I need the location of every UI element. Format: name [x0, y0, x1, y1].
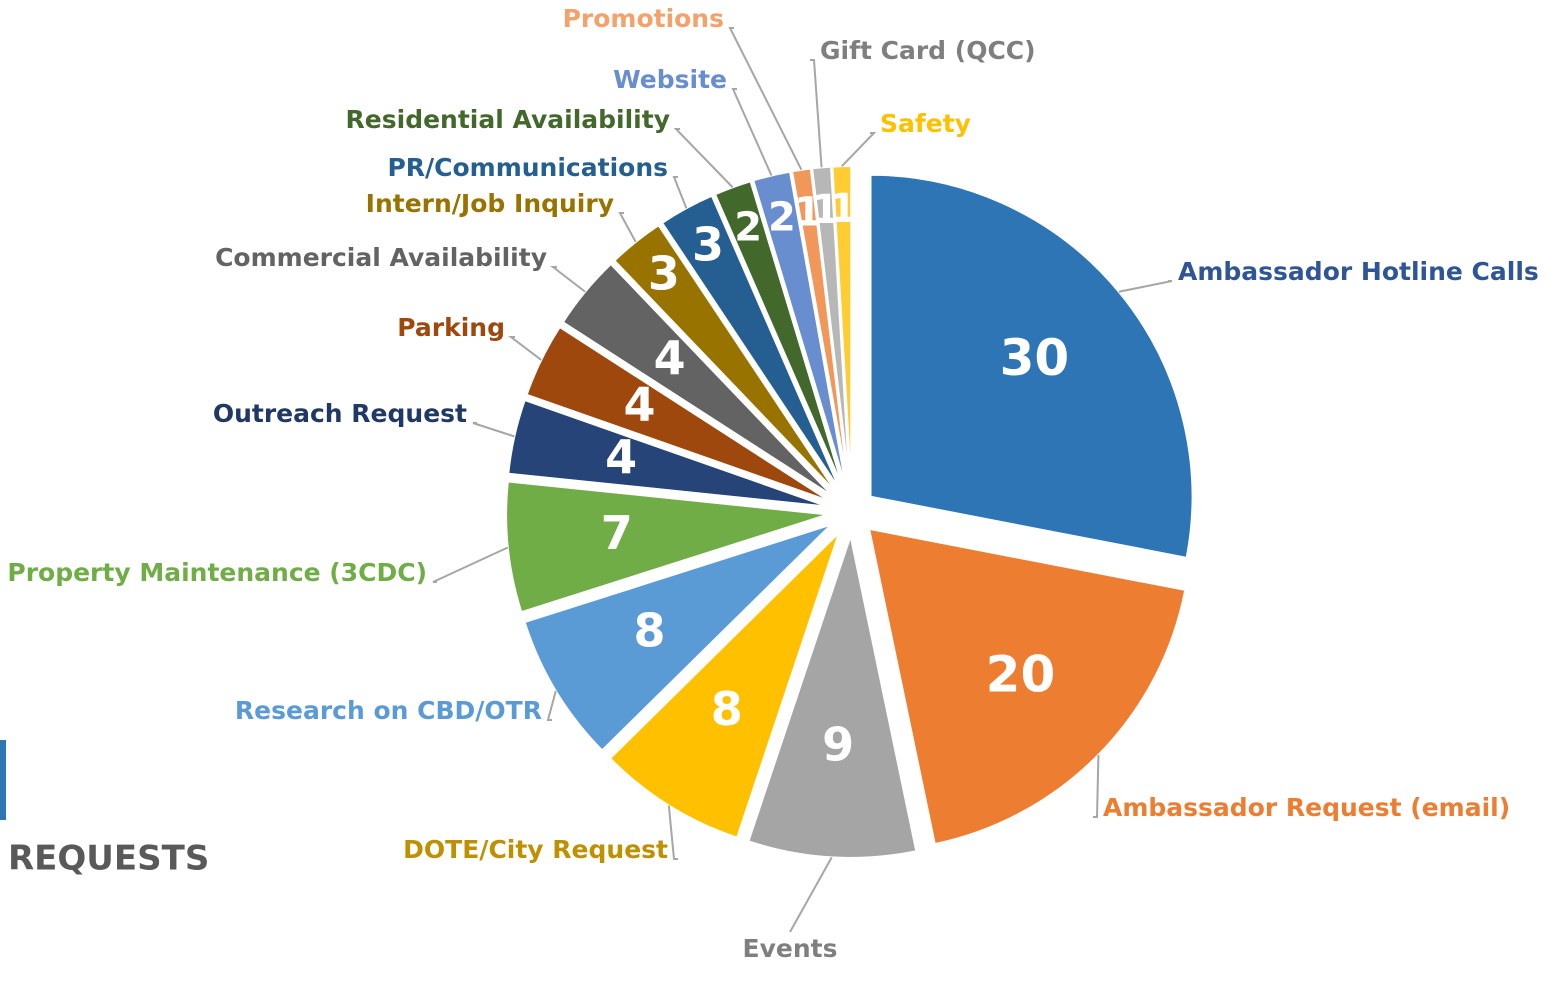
pie-slice	[751, 170, 848, 489]
leader-line	[667, 805, 678, 860]
category-label: Gift Card (QCC)	[820, 36, 1036, 65]
category-label: Outreach Request	[213, 399, 467, 428]
leader-line	[841, 132, 877, 167]
leader-line	[673, 128, 734, 188]
value-label: 30	[1000, 329, 1070, 387]
pie-slice	[505, 480, 829, 614]
category-label: Ambassador Request (email)	[1103, 793, 1510, 822]
category-label: DOTE/City Request	[403, 835, 668, 864]
leader-line	[546, 690, 557, 721]
leader-line	[618, 212, 637, 243]
value-label: 2	[734, 205, 762, 251]
category-label: Research on CBD/OTR	[235, 696, 542, 725]
value-label: 3	[692, 217, 724, 271]
leader-line	[1093, 754, 1100, 818]
value-label: 3	[648, 247, 680, 301]
leader-line	[550, 266, 586, 293]
value-label: 20	[986, 646, 1056, 704]
pie-slice	[561, 262, 835, 498]
leader-line	[432, 546, 509, 583]
category-label: Residential Availability	[346, 105, 670, 134]
category-label: Commercial Availability	[215, 243, 547, 272]
value-label: 2	[768, 194, 796, 240]
category-label: Promotions	[563, 4, 724, 33]
category-label: Safety	[880, 109, 971, 138]
value-label: 9	[822, 718, 854, 772]
side-accent	[0, 740, 6, 820]
value-label: 8	[634, 604, 666, 658]
pie-slice	[523, 523, 833, 752]
category-label: Parking	[397, 313, 505, 342]
leader-line	[731, 88, 773, 176]
leader-line	[810, 59, 823, 168]
leader-line	[789, 856, 833, 933]
category-label: Property Maintenance (3CDC)	[7, 558, 427, 587]
leader-line	[508, 336, 542, 361]
category-label: Ambassador Hotline Calls	[1178, 257, 1539, 286]
leader-line	[472, 422, 515, 438]
category-label: PR/Communications	[387, 153, 668, 182]
value-label: 7	[601, 506, 633, 560]
leader-line	[1118, 280, 1173, 293]
pie-slice	[608, 531, 841, 839]
chart-title: REQUESTS	[8, 839, 209, 879]
leader-line	[728, 27, 803, 171]
category-label: Events	[743, 934, 838, 963]
value-label: 4	[624, 378, 656, 432]
value-label: 4	[654, 331, 686, 385]
category-label: Intern/Job Inquiry	[366, 189, 614, 218]
value-label: 4	[605, 430, 637, 484]
leader-line	[672, 176, 688, 209]
value-label: 8	[711, 682, 743, 736]
pie-slice	[713, 180, 845, 490]
pie-slice	[869, 173, 1194, 559]
category-label: Website	[613, 65, 727, 94]
value-label: 1	[829, 186, 857, 232]
